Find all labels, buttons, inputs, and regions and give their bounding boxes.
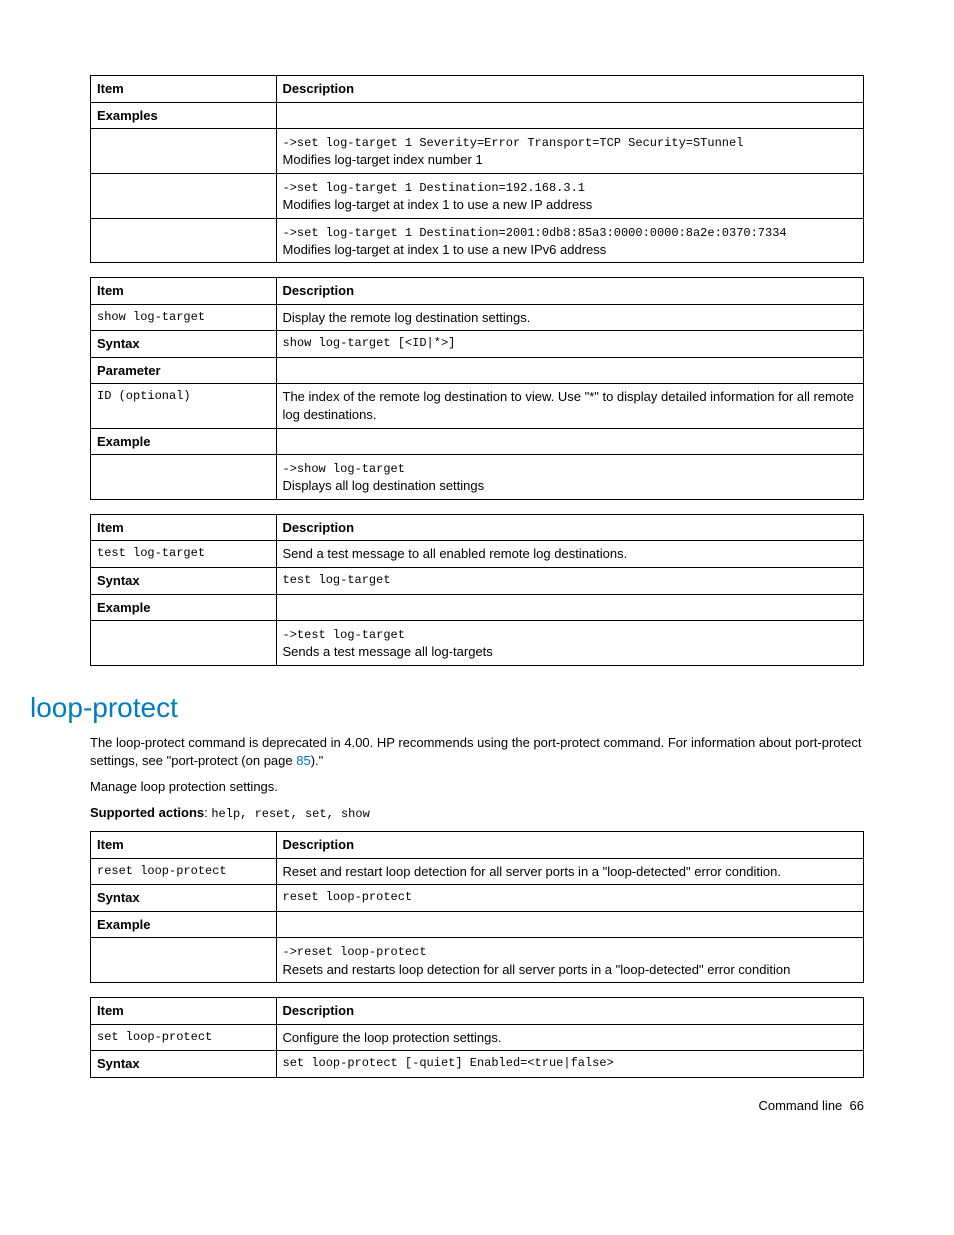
row-value: The index of the remote log destination … bbox=[276, 384, 863, 428]
row-label: Parameter bbox=[91, 357, 277, 384]
code-text: ->show log-target bbox=[283, 462, 405, 476]
table-header-description: Description bbox=[276, 998, 863, 1025]
table-loop-protect-reset: Item Description reset loop-protect Rese… bbox=[90, 831, 864, 983]
row-label: ID (optional) bbox=[91, 384, 277, 428]
paragraph-deprecation: The loop-protect command is deprecated i… bbox=[90, 734, 864, 770]
row-label: Syntax bbox=[91, 331, 277, 358]
row-label: set loop-protect bbox=[91, 1024, 277, 1051]
desc-text: Displays all log destination settings bbox=[283, 478, 485, 493]
desc-text: Modifies log-target at index 1 to use a … bbox=[283, 197, 593, 212]
row-value: ->set log-target 1 Destination=2001:0db8… bbox=[276, 218, 863, 263]
row-value: ->reset loop-protect Resets and restarts… bbox=[276, 938, 863, 983]
row-label: show log-target bbox=[91, 304, 277, 331]
row-value: test log-target bbox=[276, 567, 863, 594]
row-label bbox=[91, 173, 277, 218]
code-text: ->set log-target 1 Severity=Error Transp… bbox=[283, 136, 744, 150]
row-value: ->set log-target 1 Destination=192.168.3… bbox=[276, 173, 863, 218]
para-text: )." bbox=[311, 753, 324, 768]
desc-text: Resets and restarts loop detection for a… bbox=[283, 962, 791, 977]
row-value bbox=[276, 102, 863, 129]
row-label bbox=[91, 129, 277, 174]
row-value bbox=[276, 911, 863, 938]
row-label: Syntax bbox=[91, 1051, 277, 1078]
table-header-item: Item bbox=[91, 278, 277, 305]
paragraph-supported-actions: Supported actions: help, reset, set, sho… bbox=[90, 804, 864, 823]
row-value: Reset and restart loop detection for all… bbox=[276, 858, 863, 885]
row-label: Example bbox=[91, 594, 277, 621]
section-heading-loop-protect: loop-protect bbox=[30, 692, 864, 724]
table-header-description: Description bbox=[276, 832, 863, 859]
code-text: ->set log-target 1 Destination=192.168.3… bbox=[283, 181, 585, 195]
table-header-description: Description bbox=[276, 76, 863, 103]
row-value bbox=[276, 594, 863, 621]
row-label: Examples bbox=[91, 102, 277, 129]
para-text: The loop-protect command is deprecated i… bbox=[90, 735, 861, 768]
row-value: ->show log-target Displays all log desti… bbox=[276, 455, 863, 500]
code-text: ->set log-target 1 Destination=2001:0db8… bbox=[283, 226, 787, 240]
row-value: ->test log-target Sends a test message a… bbox=[276, 621, 863, 666]
desc-text: Modifies log-target at index 1 to use a … bbox=[283, 242, 607, 257]
row-value: ->set log-target 1 Severity=Error Transp… bbox=[276, 129, 863, 174]
row-label bbox=[91, 621, 277, 666]
code-text: ->test log-target bbox=[283, 628, 405, 642]
page-link[interactable]: 85 bbox=[296, 753, 310, 768]
table-loop-protect-set: Item Description set loop-protect Config… bbox=[90, 997, 864, 1078]
row-label bbox=[91, 938, 277, 983]
table-log-target-test: Item Description test log-target Send a … bbox=[90, 514, 864, 666]
row-label: reset loop-protect bbox=[91, 858, 277, 885]
paragraph-manage: Manage loop protection settings. bbox=[90, 778, 864, 796]
row-label: Syntax bbox=[91, 567, 277, 594]
table-header-description: Description bbox=[276, 514, 863, 541]
footer-label: Command line bbox=[758, 1098, 842, 1113]
row-label: Syntax bbox=[91, 885, 277, 912]
table-header-description: Description bbox=[276, 278, 863, 305]
row-value: Send a test message to all enabled remot… bbox=[276, 541, 863, 568]
desc-text: Sends a test message all log-targets bbox=[283, 644, 493, 659]
table-log-target-show: Item Description show log-target Display… bbox=[90, 277, 864, 500]
row-value: show log-target [<ID|*>] bbox=[276, 331, 863, 358]
table-header-item: Item bbox=[91, 998, 277, 1025]
row-label: Example bbox=[91, 428, 277, 455]
row-value: Configure the loop protection settings. bbox=[276, 1024, 863, 1051]
row-label bbox=[91, 218, 277, 263]
table-log-target-set: Item Description Examples ->set log-targ… bbox=[90, 75, 864, 263]
row-label bbox=[91, 455, 277, 500]
row-label: test log-target bbox=[91, 541, 277, 568]
table-header-item: Item bbox=[91, 832, 277, 859]
row-value: Display the remote log destination setti… bbox=[276, 304, 863, 331]
row-label: Example bbox=[91, 911, 277, 938]
code-text: ->reset loop-protect bbox=[283, 945, 427, 959]
footer-page-number: 66 bbox=[850, 1098, 864, 1113]
table-header-item: Item bbox=[91, 514, 277, 541]
row-value: set loop-protect [-quiet] Enabled=<true|… bbox=[276, 1051, 863, 1078]
row-value bbox=[276, 428, 863, 455]
row-value bbox=[276, 357, 863, 384]
table-header-item: Item bbox=[91, 76, 277, 103]
supported-actions: help, reset, set, show bbox=[211, 807, 369, 821]
desc-text: Modifies log-target index number 1 bbox=[283, 152, 483, 167]
row-value: reset loop-protect bbox=[276, 885, 863, 912]
supported-label: Supported actions bbox=[90, 805, 204, 820]
page-footer: Command line 66 bbox=[90, 1098, 864, 1113]
